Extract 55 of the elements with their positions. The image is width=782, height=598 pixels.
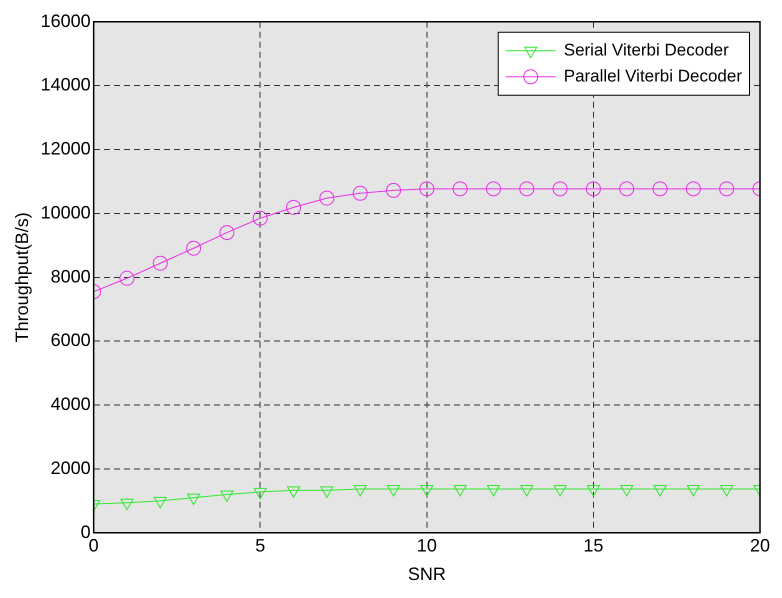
y-tick-label: 2000	[50, 458, 91, 478]
point	[486, 181, 501, 196]
point	[452, 181, 468, 196]
x-tick-label: 10	[416, 536, 437, 556]
point	[320, 486, 334, 498]
point	[620, 485, 634, 497]
point	[619, 181, 634, 196]
y-tick-label: 14000	[40, 74, 91, 95]
point	[187, 494, 200, 506]
y-tick-label: 0	[80, 522, 91, 542]
point	[419, 181, 434, 196]
point	[119, 270, 134, 286]
point	[352, 186, 368, 201]
point	[286, 486, 300, 498]
point	[653, 485, 667, 497]
y-tick-label: 4000	[50, 394, 91, 414]
point	[386, 182, 402, 198]
point	[454, 485, 467, 497]
y-axis-title: Throughput(B/s)	[12, 212, 32, 342]
point	[720, 485, 734, 497]
point	[520, 485, 534, 497]
point	[652, 181, 668, 196]
point	[586, 181, 601, 196]
legend-label: Parallel Viterbi Decoder	[564, 66, 742, 86]
point	[219, 225, 234, 240]
point	[186, 240, 202, 256]
y-tick-label: 10000	[40, 202, 91, 222]
point	[386, 485, 400, 497]
legend-label: Serial Viterbi Decoder	[564, 40, 730, 60]
x-tick-label: 15	[583, 536, 604, 556]
y-tick-label: 12000	[40, 138, 91, 159]
point	[120, 498, 134, 510]
point	[486, 485, 500, 497]
y-tick-label: 6000	[50, 330, 91, 350]
point	[286, 200, 302, 215]
point	[686, 181, 701, 196]
point	[152, 256, 168, 271]
point	[354, 485, 367, 497]
x-tick-label: 5	[255, 536, 266, 556]
point	[252, 210, 268, 226]
point	[552, 181, 568, 196]
point	[254, 488, 267, 500]
point	[554, 485, 567, 497]
point	[586, 485, 600, 497]
point	[319, 190, 334, 206]
y-tick-label: 8000	[50, 266, 91, 286]
point	[220, 490, 234, 502]
point	[686, 485, 700, 497]
point	[420, 485, 434, 497]
x-axis-title: SNR	[408, 564, 446, 584]
point	[154, 496, 167, 508]
y-tick-label: 16000	[40, 10, 91, 31]
x-tick-label: 20	[750, 536, 770, 556]
point	[519, 181, 534, 196]
point	[719, 181, 734, 196]
